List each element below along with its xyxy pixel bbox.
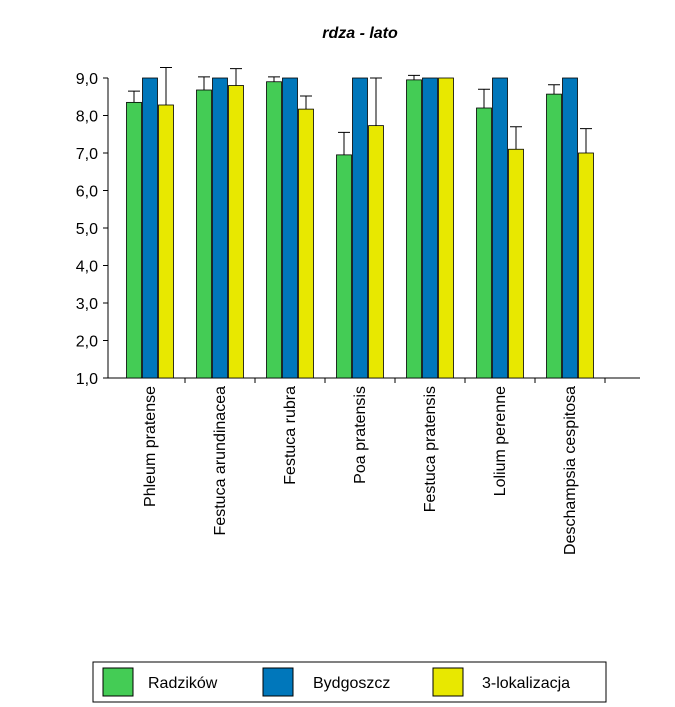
bar-bydgoszcz: [212, 77, 228, 379]
bar-radzik-w: [336, 154, 352, 379]
category-label: Poa pratensis: [352, 386, 369, 484]
y-tick-label: 7,0: [76, 146, 98, 163]
category-label: Deschampsia cespitosa: [562, 386, 579, 555]
bar-radzik-w: [266, 81, 282, 379]
error-bars-group: [128, 67, 592, 155]
bar-bydgoszcz: [142, 77, 158, 379]
bar-3-lokalizacja: [158, 104, 174, 379]
legend-swatch: [432, 667, 464, 697]
y-axis: 1,0 2,0 3,0 4,0 5,0 6,0 7,0 8,0 9,0: [76, 71, 109, 388]
chart-title: rdza - lato: [322, 25, 398, 42]
bar-radzik-w: [546, 93, 562, 379]
y-tick-label: 6,0: [76, 184, 98, 201]
legend: Radzików Bydgoszcz 3-lokalizacja: [92, 661, 607, 703]
category-label: Festuca rubra: [282, 386, 299, 485]
legend-label: Bydgoszcz: [313, 675, 390, 692]
category-label: Festuca pratensis: [422, 386, 439, 512]
legend-frame: [92, 661, 607, 703]
y-tick-label: 8,0: [76, 109, 98, 126]
legend-swatch: [102, 667, 134, 697]
bar-3-lokalizacja: [368, 125, 384, 379]
legend-label: Radzików: [148, 675, 218, 692]
bar-3-lokalizacja: [228, 85, 244, 379]
bar-bydgoszcz: [492, 77, 508, 379]
category-label: Festuca arundinacea: [212, 386, 229, 536]
legend-label: 3-lokalizacja: [482, 675, 570, 692]
bar-radzik-w: [476, 107, 492, 379]
bar-3-lokalizacja: [508, 148, 524, 379]
bar-3-lokalizacja: [298, 108, 314, 379]
bar-bydgoszcz: [562, 77, 578, 379]
x-axis: [108, 377, 640, 383]
y-tick-label: 1,0: [76, 371, 98, 388]
bar-bydgoszcz: [422, 77, 438, 379]
y-tick-label: 4,0: [76, 259, 98, 276]
bar-radzik-w: [196, 89, 212, 379]
bar-bydgoszcz: [282, 77, 298, 379]
bar-bydgoszcz: [352, 77, 368, 379]
y-tick-label: 2,0: [76, 334, 98, 351]
bar-radzik-w: [126, 101, 142, 379]
bars-group: [126, 77, 594, 379]
bar-3-lokalizacja: [578, 152, 594, 379]
bar-3-lokalizacja: [438, 77, 454, 379]
category-labels: Phleum pratense Festuca arundinacea Festuc…: [142, 386, 579, 555]
category-label: Lolium perenne: [492, 386, 509, 496]
y-tick-label: 3,0: [76, 296, 98, 313]
y-tick-label: 5,0: [76, 221, 98, 238]
legend-swatch: [262, 667, 294, 697]
category-label: Phleum pratense: [142, 386, 159, 507]
y-tick-label: 9,0: [76, 71, 98, 88]
bar-radzik-w: [406, 79, 422, 379]
